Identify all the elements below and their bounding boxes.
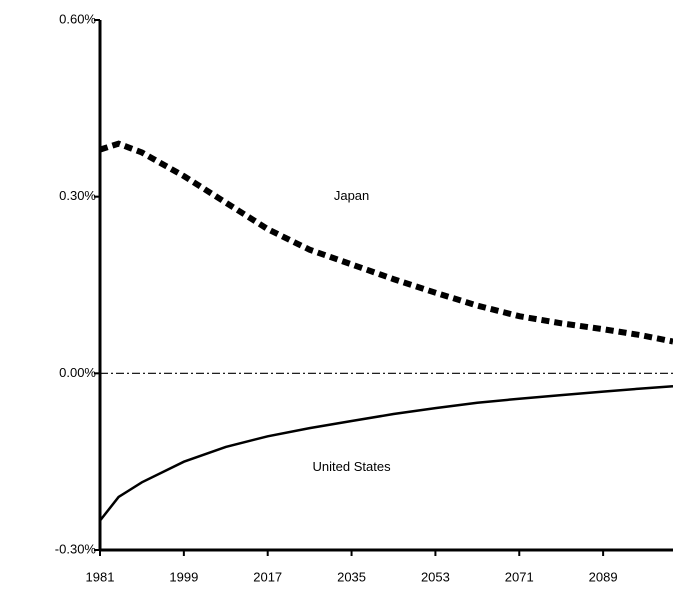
x-tick-label: 2035 bbox=[337, 569, 366, 584]
x-tick-label: 2089 bbox=[589, 569, 618, 584]
series-line bbox=[99, 385, 673, 522]
series-label: Japan bbox=[334, 188, 369, 203]
x-tick-label: 2053 bbox=[421, 569, 450, 584]
x-tick-label: 2071 bbox=[505, 569, 534, 584]
y-tick-label: -0.30% bbox=[55, 541, 97, 556]
x-tick-label: 1981 bbox=[86, 569, 115, 584]
y-tick-label: 0.30% bbox=[59, 188, 96, 203]
series-line bbox=[99, 140, 673, 345]
series-label: United States bbox=[313, 459, 392, 474]
y-tick-label: 0.00% bbox=[59, 365, 96, 380]
y-tick-label: 0.60% bbox=[59, 11, 96, 26]
x-tick-label: 2017 bbox=[253, 569, 282, 584]
x-tick-label: 1999 bbox=[169, 569, 198, 584]
